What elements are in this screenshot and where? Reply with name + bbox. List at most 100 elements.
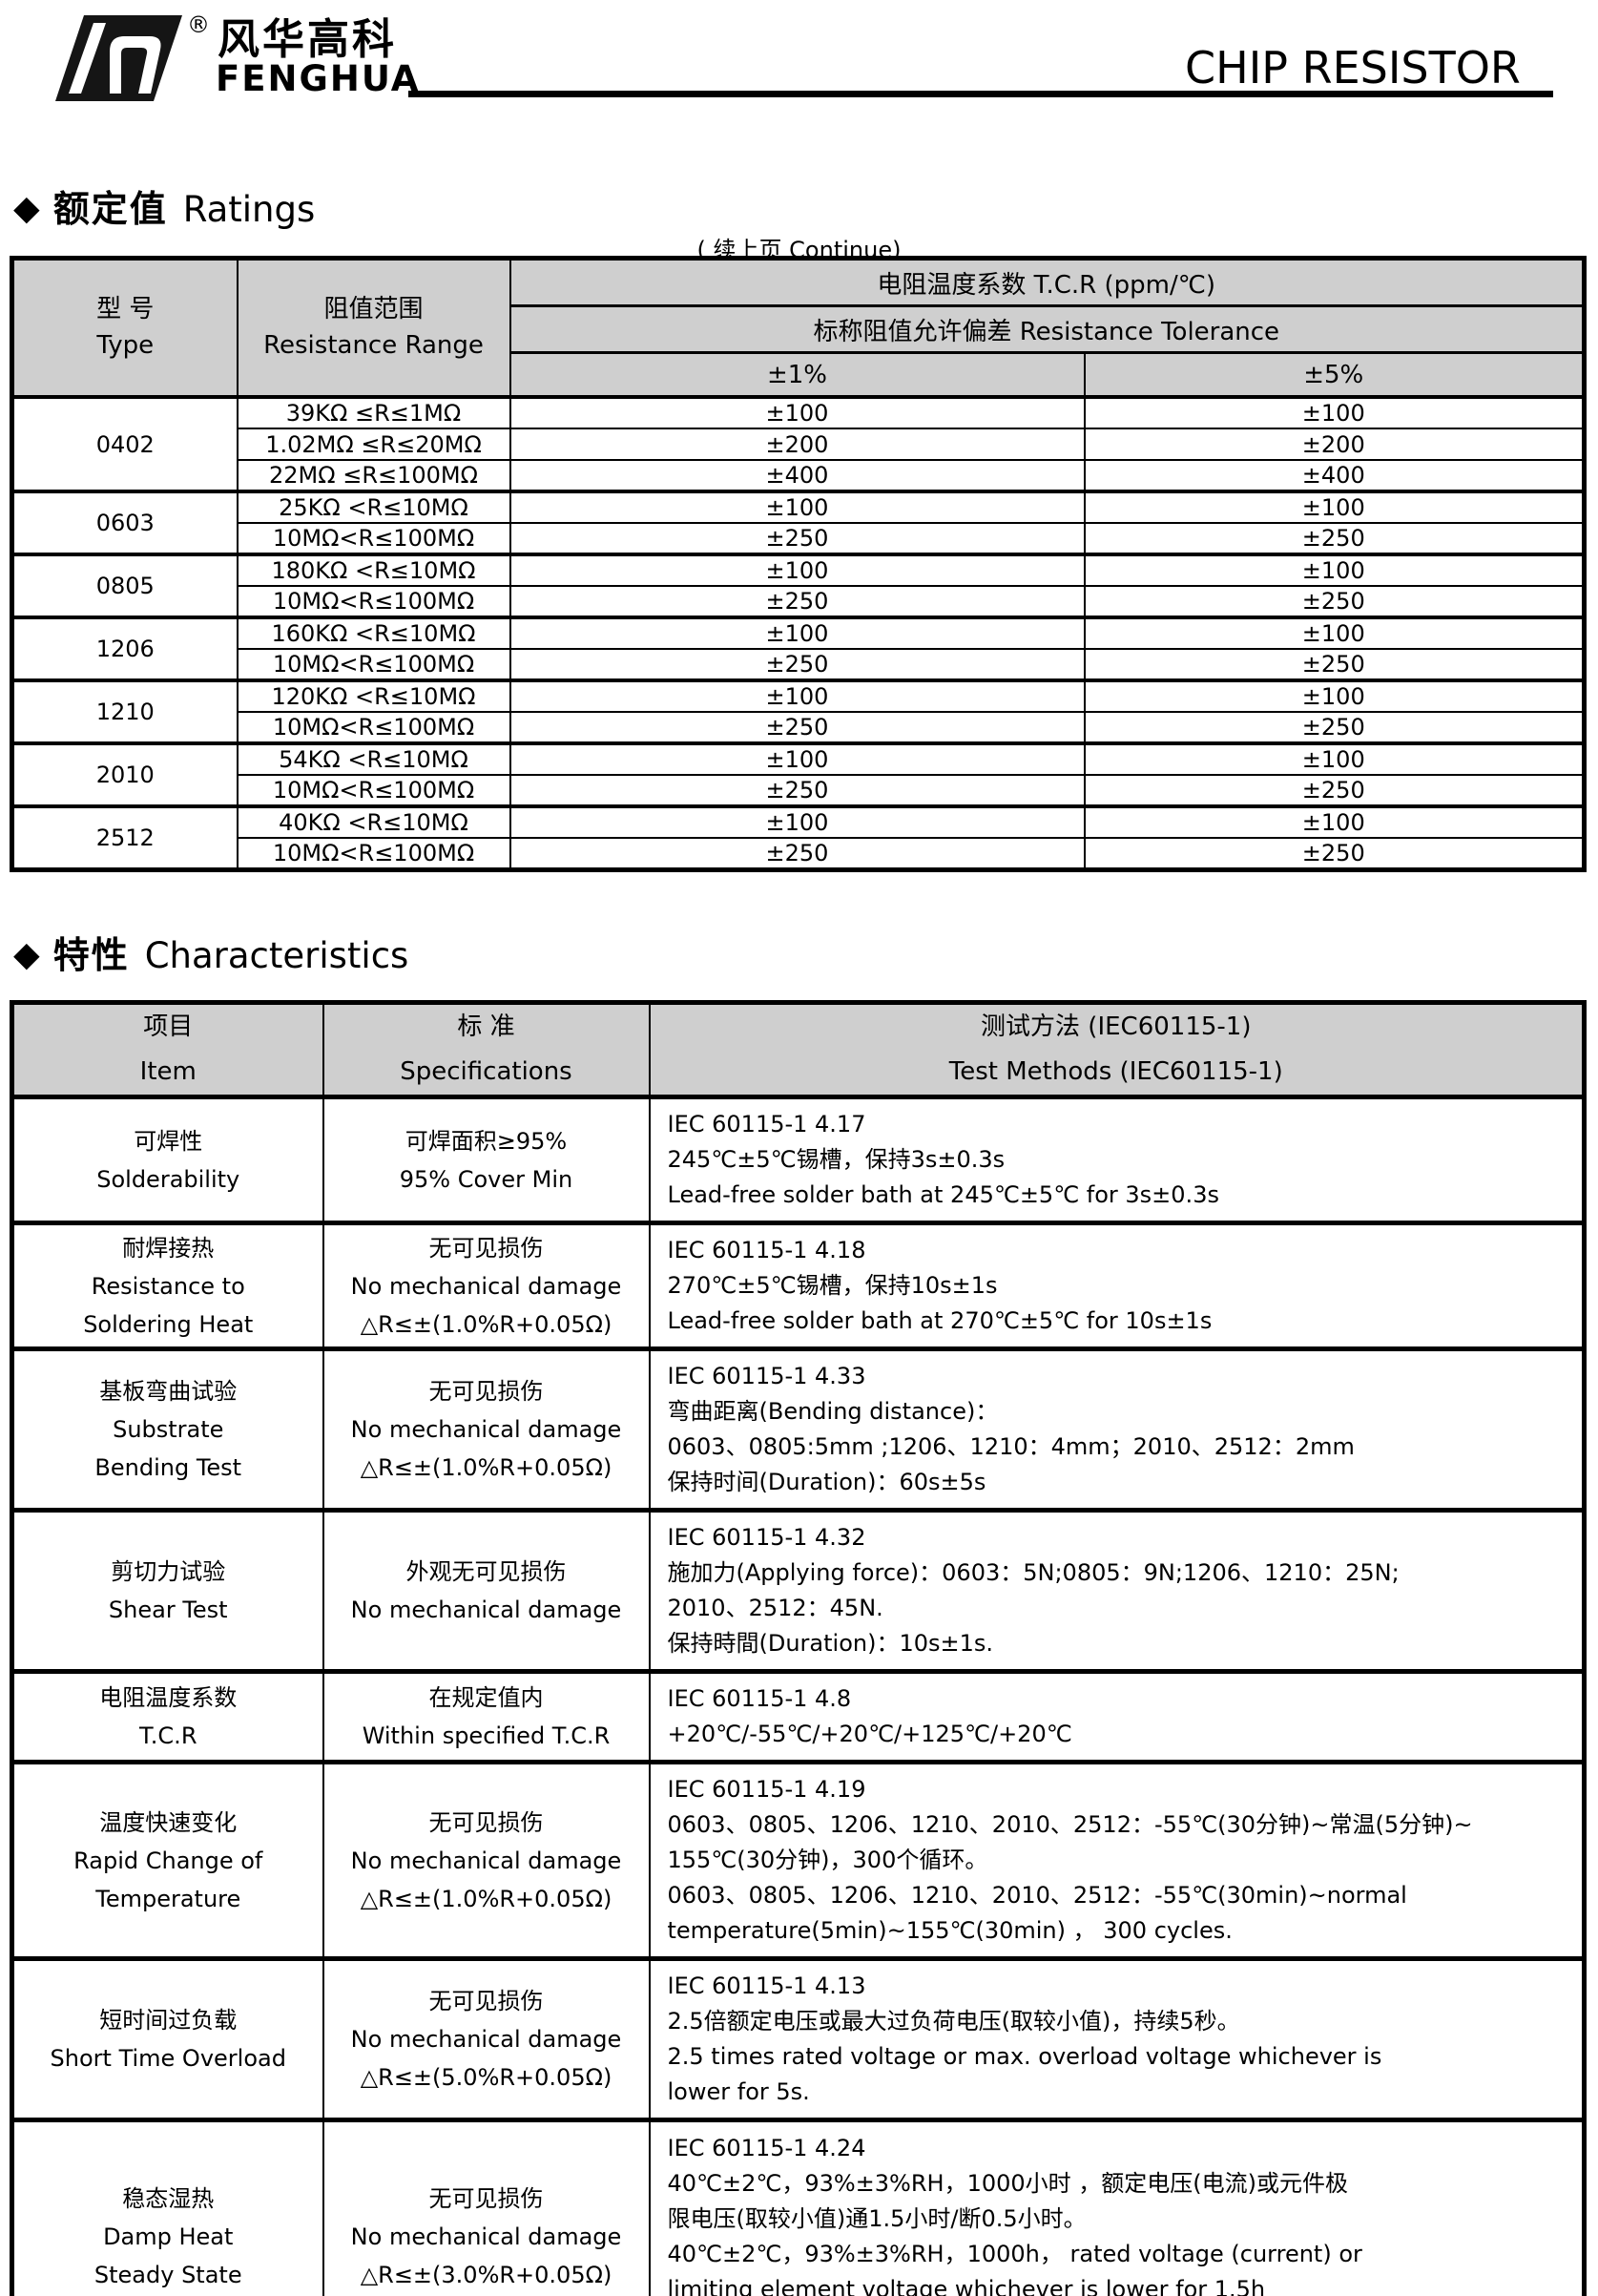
table-row: 2010 54KΩ <R≤10MΩ ±100 ±100 [10,741,1586,807]
table-header-row: 标称阻值允许偏差 Resistance Tolerance [12,304,1586,354]
ratings-heading-cjk: 额定值 [52,188,168,230]
item-cell: 稳态湿热 Damp Heat Steady State [10,2119,324,2296]
table-header-row: ±1% ±5% [12,351,1586,399]
ratings-heading-en: Ratings [182,189,316,230]
ratings-table: 型 号 Type 阻值范围 Resistance Range 电阻温度系数 T.… [10,256,1588,872]
type-cell: 1206 [10,616,239,681]
tcr-1pct-cell: ±100 [508,616,1086,650]
tcr-5pct-cell: ±250 [1083,837,1586,870]
tcr-1pct-cell: ±250 [508,585,1086,618]
range-cell: 180KΩ <R≤10MΩ [236,553,511,587]
table-row: 0805 180KΩ <R≤10MΩ ±100 ±100 [10,553,1586,618]
tcr-5pct-cell: ±250 [1083,648,1586,681]
tcr-5pct-cell: ±100 [1083,804,1586,839]
table-row: 剪切力试验 Shear Test 外观无可见损伤 No mechanical d… [10,1509,1586,1674]
brand-name-cjk: 风华高科 [218,15,397,64]
tcr-5pct-cell: ±250 [1083,711,1586,744]
tcr-1pct-cell: ±400 [508,459,1086,492]
table-header-row: 项目 Item 标 准 Specifications 测试方法 (IEC6011… [10,1001,1586,1099]
type-cell: 2512 [10,804,239,870]
spec-cell: 无可见损伤 No mechanical damage △R≤±(3.0%R+0.… [322,2119,651,2296]
tcr-5pct-cell: ±400 [1083,459,1586,492]
range-cell: 120KΩ <R≤10MΩ [236,678,511,713]
tolerance-1pct-header-cell: ±1% [508,351,1086,399]
spec-header-cell: 标 准 Specifications [322,1001,651,1099]
tcr-1pct-cell: ±250 [508,522,1086,555]
range-cell: 10MΩ<R≤100MΩ [236,522,511,555]
table-row: 可焊性 Solderability 可焊面积≥95% 95% Cover Min… [10,1096,1586,1225]
table-row: 稳态湿热 Damp Heat Steady State 无可见损伤 No mec… [10,2119,1586,2296]
tcr-1pct-cell: ±100 [508,553,1086,587]
tcr-1pct-cell: ±200 [508,428,1086,461]
characteristics-heading-en: Characteristics [144,935,409,976]
range-cell: 160KΩ <R≤10MΩ [236,616,511,650]
table-header-row: 型 号 Type 阻值范围 Resistance Range 电阻温度系数 T.… [10,257,1586,399]
tcr-5pct-cell: ±250 [1083,522,1586,555]
characteristics-section-heading: ◆ 特性 Characteristics [13,926,408,978]
item-cell: 耐焊接热 Resistance to Soldering Heat [10,1221,324,1351]
spec-cell: 可焊面积≥95% 95% Cover Min [322,1096,651,1225]
item-cell: 温度快速变化 Rapid Change of Temperature [10,1761,324,1961]
spec-cell: 无可见损伤 No mechanical damage △R≤±(1.0%R+0.… [322,1761,651,1961]
method-cell: IEC 60115-1 4.8 +20℃/-55℃/+20℃/+125℃/+20… [648,1670,1586,1764]
ratings-section-heading: ◆ 额定值 Ratings [13,179,315,232]
table-row: 1206 160KΩ <R≤10MΩ ±100 ±100 [10,616,1586,681]
type-cell: 0603 [10,490,239,555]
type-cell: 2010 [10,741,239,807]
range-cell: 22MΩ ≤R≤100MΩ [236,459,511,492]
type-cell: 0402 [10,395,239,492]
range-header-cell: 阻值范围 Resistance Range [236,257,511,399]
tcr-1pct-cell: ±250 [508,711,1086,744]
method-cell: IEC 60115-1 4.17 245℃±5℃锡槽，保持3s±0.3s Lea… [648,1096,1586,1225]
item-cell: 可焊性 Solderability [10,1096,324,1225]
tcr-1pct-cell: ±250 [508,837,1086,870]
spec-cell: 无可见损伤 No mechanical damage △R≤±(5.0%R+0.… [322,1957,651,2122]
range-cell: 54KΩ <R≤10MΩ [236,741,511,776]
method-cell: IEC 60115-1 4.13 2.5倍额定电压或最大过负荷电压(取较小值)，… [648,1957,1586,2122]
tcr-5pct-cell: ±100 [1083,678,1586,713]
characteristics-heading-cjk: 特性 [52,934,130,976]
table-row: 短时间过负载 Short Time Overload 无可见损伤 No mech… [10,1957,1586,2122]
table-row: 10MΩ<R≤100MΩ ±250 ±250 [12,774,1586,807]
tcr-5pct-cell: ±200 [1083,428,1586,461]
item-cell: 电阻温度系数 T.C.R [10,1670,324,1764]
table-row: 10MΩ<R≤100MΩ ±250 ±250 [12,711,1586,744]
method-cell: IEC 60115-1 4.18 270℃±5℃锡槽，保持10s±1s Lead… [648,1221,1586,1351]
tcr-5pct-cell: ±100 [1083,616,1586,650]
method-header-cell: 测试方法 (IEC60115-1) Test Methods (IEC60115… [648,1001,1586,1099]
characteristics-table: 项目 Item 标 准 Specifications 测试方法 (IEC6011… [10,1000,1587,2296]
range-cell: 10MΩ<R≤100MΩ [236,648,511,681]
fenghua-logo-icon [55,15,182,101]
registered-trademark-icon: ® [187,11,210,38]
type-cell: 1210 [10,678,239,744]
tcr-1pct-cell: ±100 [508,678,1086,713]
item-cell: 短时间过负载 Short Time Overload [10,1957,324,2122]
tcr-1pct-cell: ±100 [508,490,1086,524]
range-cell: 39KΩ ≤R≤1MΩ [236,395,511,429]
table-row: 0402 39KΩ ≤R≤1MΩ ±100 ±100 [10,395,1586,492]
item-cell: 剪切力试验 Shear Test [10,1509,324,1674]
range-cell: 40KΩ <R≤10MΩ [236,804,511,839]
diamond-bullet-icon: ◆ [13,935,40,974]
method-cell: IEC 60115-1 4.33 弯曲距离(Bending distance)：… [648,1347,1586,1513]
header-divider [408,91,1553,97]
brand-name-latin: FENGHUA [216,58,421,99]
range-cell: 10MΩ<R≤100MΩ [236,774,511,807]
table-row: 10MΩ<R≤100MΩ ±250 ±250 [12,837,1586,870]
tolerance-5pct-header-cell: ±5% [1083,351,1586,399]
spec-cell: 无可见损伤 No mechanical damage △R≤±(1.0%R+0.… [322,1347,651,1513]
spec-cell: 在规定值内 Within specified T.C.R [322,1670,651,1764]
spec-cell: 外观无可见损伤 No mechanical damage [322,1509,651,1674]
method-cell: IEC 60115-1 4.19 0603、0805、1206、1210、201… [648,1761,1586,1961]
table-row: 1.02MΩ ≤R≤20MΩ ±200 ±200 [12,428,1586,461]
tcr-1pct-cell: ±100 [508,804,1086,839]
method-cell: IEC 60115-1 4.24 40℃±2℃，93%±3%RH，1000小时 … [648,2119,1586,2296]
type-cell: 0805 [10,553,239,618]
table-row: 温度快速变化 Rapid Change of Temperature 无可见损伤… [10,1761,1586,1961]
table-row: 10MΩ<R≤100MΩ ±250 ±250 [12,648,1586,681]
table-row: 2512 40KΩ <R≤10MΩ ±100 ±100 [10,804,1586,870]
tcr-5pct-cell: ±100 [1083,553,1586,587]
tolerance-header-cell: 标称阻值允许偏差 Resistance Tolerance [508,304,1586,354]
table-row: 10MΩ<R≤100MΩ ±250 ±250 [12,585,1586,618]
type-header-cell: 型 号 Type [10,257,239,399]
